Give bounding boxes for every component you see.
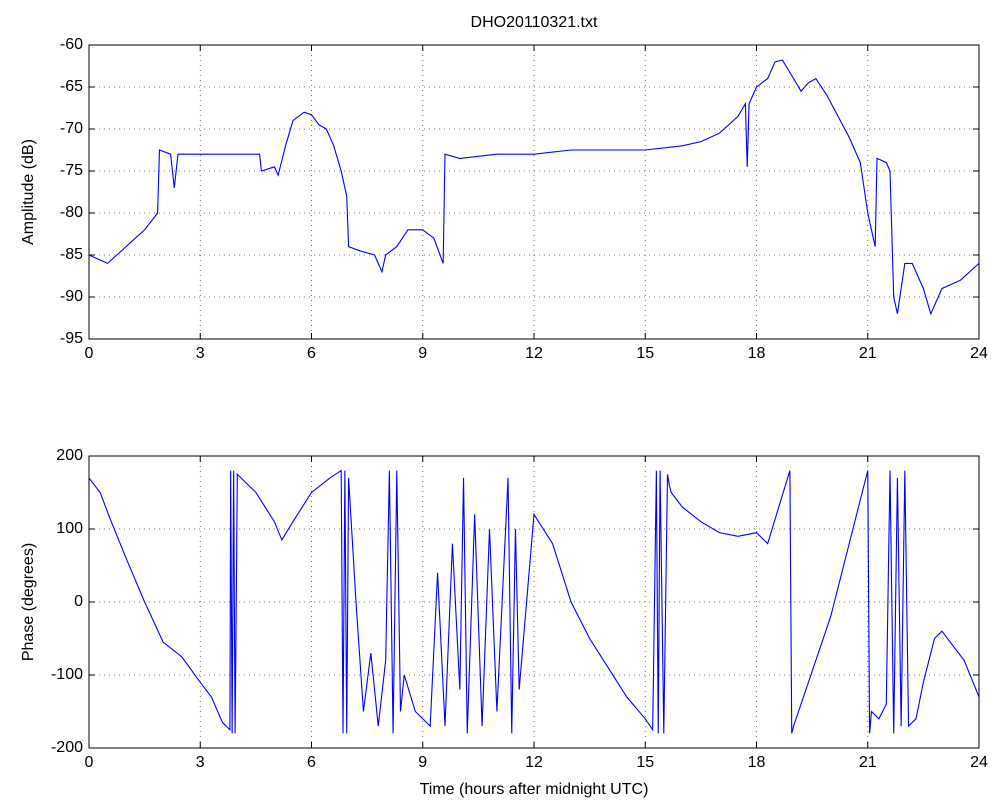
x-tick-label: 15 <box>636 754 654 771</box>
x-tick-label: 21 <box>859 754 877 771</box>
x-tick-label: 6 <box>307 345 316 362</box>
y-tick-label: 200 <box>56 447 83 464</box>
x-tick-label: 24 <box>970 754 988 771</box>
x-axis-label: Time (hours after midnight UTC) <box>420 781 649 798</box>
y-tick-label: -75 <box>60 162 83 179</box>
x-tick-label: 0 <box>85 754 94 771</box>
y-tick-label: -95 <box>60 330 83 347</box>
data-line <box>88 59 980 316</box>
y-tick-label: 0 <box>74 593 83 610</box>
x-tick-label: 24 <box>970 345 988 362</box>
data-line <box>88 469 980 734</box>
y-tick-label: -70 <box>60 120 83 137</box>
x-tick-label: 12 <box>525 754 543 771</box>
x-tick-label: 0 <box>85 345 94 362</box>
y-tick-label: -60 <box>60 36 83 53</box>
x-tick-label: 9 <box>418 754 427 771</box>
y-tick-label: -85 <box>60 246 83 263</box>
x-tick-label: 9 <box>418 345 427 362</box>
y-tick-label: -200 <box>51 739 83 756</box>
chart-title: DHO20110321.txt <box>471 14 598 31</box>
x-tick-label: 6 <box>307 754 316 771</box>
plot-area <box>89 45 979 339</box>
y-tick-label: -80 <box>60 204 83 221</box>
y-axis-label: Phase (degrees) <box>20 543 37 661</box>
y-tick-label: -65 <box>60 78 83 95</box>
x-tick-label: 3 <box>196 754 205 771</box>
x-tick-label: 15 <box>636 345 654 362</box>
x-tick-label: 21 <box>859 345 877 362</box>
y-axis-label: Amplitude (dB) <box>20 139 37 245</box>
y-tick-label: 100 <box>56 520 83 537</box>
x-tick-label: 18 <box>748 345 766 362</box>
x-tick-label: 18 <box>748 754 766 771</box>
axes-box <box>88 44 980 340</box>
axes-box <box>88 455 980 749</box>
x-tick-label: 12 <box>525 345 543 362</box>
y-tick-label: -90 <box>60 288 83 305</box>
x-tick-label: 3 <box>196 345 205 362</box>
y-tick-label: -100 <box>51 666 83 683</box>
